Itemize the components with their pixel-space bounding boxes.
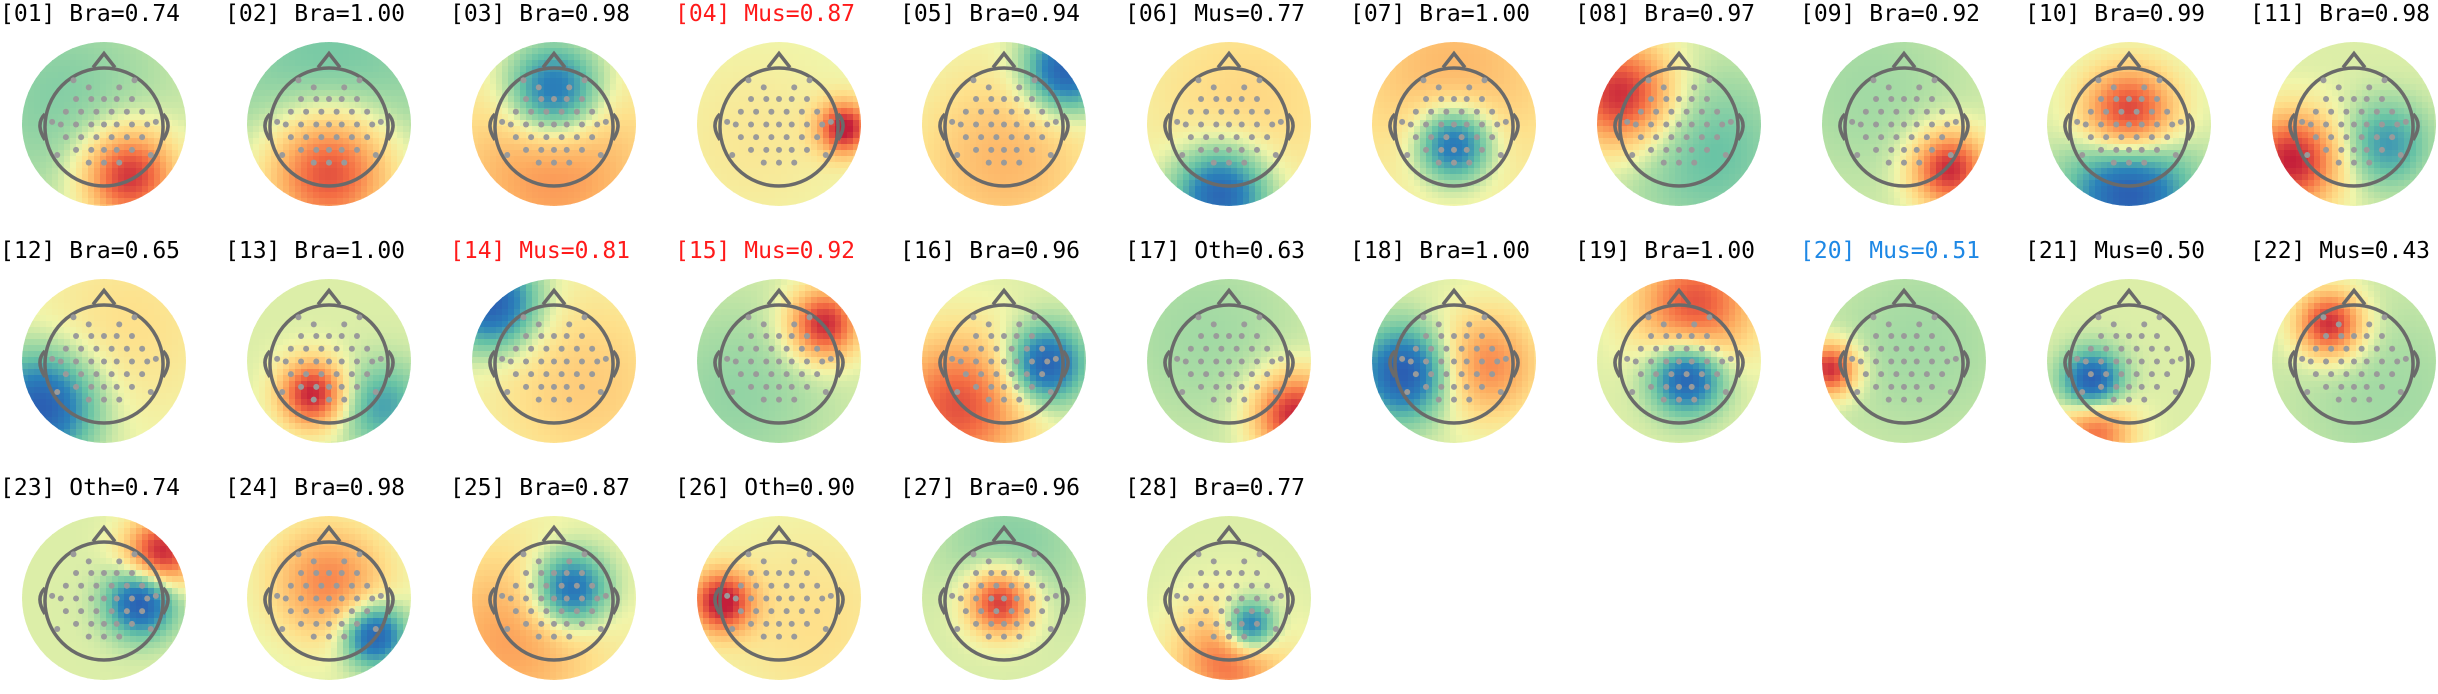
scalp-topomap (687, 506, 871, 690)
component-cell: [09] Bra=0.92 (1800, 0, 2024, 220)
scalp-topomap (2262, 269, 2438, 453)
scalp-topomap (462, 506, 646, 690)
component-label: [21] Mus=0.50 (2025, 237, 2205, 265)
component-label: [20] Mus=0.51 (1800, 237, 1980, 265)
component-cell: [06] Mus=0.77 (1125, 0, 1349, 220)
component-cell: [19] Bra=1.00 (1575, 237, 1799, 457)
component-cell: [02] Bra=1.00 (225, 0, 449, 220)
scalp-topomap (1587, 32, 1771, 216)
component-label: [18] Bra=1.00 (1350, 237, 1530, 265)
component-cell: [04] Mus=0.87 (675, 0, 899, 220)
scalp-topomap (462, 32, 646, 216)
component-cell: [14] Mus=0.81 (450, 237, 674, 457)
component-cell: [08] Bra=0.97 (1575, 0, 1799, 220)
component-label: [11] Bra=0.98 (2250, 0, 2430, 28)
component-cell: [23] Oth=0.74 (0, 474, 224, 694)
component-cell: [03] Bra=0.98 (450, 0, 674, 220)
scalp-topomap (237, 32, 421, 216)
scalp-topomap (12, 32, 196, 216)
scalp-topomap (2037, 32, 2221, 216)
component-label: [16] Bra=0.96 (900, 237, 1080, 265)
scalp-topomap (237, 506, 421, 690)
ica-component-grid: [01] Bra=0.74 [02] Bra=1.00 [03] Bra=0.98 [… (0, 0, 2438, 667)
component-label: [25] Bra=0.87 (450, 474, 630, 502)
component-cell: [28] Bra=0.77 (1125, 474, 1349, 694)
component-cell: [21] Mus=0.50 (2025, 237, 2249, 457)
component-cell: [10] Bra=0.99 (2025, 0, 2249, 220)
scalp-topomap (912, 506, 1096, 690)
component-label: [08] Bra=0.97 (1575, 0, 1755, 28)
scalp-topomap (2037, 269, 2221, 453)
scalp-topomap (1137, 506, 1321, 690)
component-label: [12] Bra=0.65 (0, 237, 180, 265)
component-label: [15] Mus=0.92 (675, 237, 855, 265)
component-label: [09] Bra=0.92 (1800, 0, 1980, 28)
component-label: [24] Bra=0.98 (225, 474, 405, 502)
component-cell: [16] Bra=0.96 (900, 237, 1124, 457)
component-cell: [26] Oth=0.90 (675, 474, 899, 694)
component-cell: [24] Bra=0.98 (225, 474, 449, 694)
component-label: [05] Bra=0.94 (900, 0, 1080, 28)
scalp-topomap (462, 269, 646, 453)
component-label: [17] Oth=0.63 (1125, 237, 1305, 265)
scalp-topomap (237, 269, 421, 453)
component-label: [23] Oth=0.74 (0, 474, 180, 502)
component-label: [07] Bra=1.00 (1350, 0, 1530, 28)
component-cell: [01] Bra=0.74 (0, 0, 224, 220)
scalp-topomap (1362, 269, 1546, 453)
scalp-topomap (2262, 32, 2438, 216)
component-label: [26] Oth=0.90 (675, 474, 855, 502)
component-cell: [07] Bra=1.00 (1350, 0, 1574, 220)
component-cell: [18] Bra=1.00 (1350, 237, 1574, 457)
component-cell: [12] Bra=0.65 (0, 237, 224, 457)
component-label: [13] Bra=1.00 (225, 237, 405, 265)
component-label: [19] Bra=1.00 (1575, 237, 1755, 265)
component-cell: [11] Bra=0.98 (2250, 0, 2438, 220)
scalp-topomap (1587, 269, 1771, 453)
component-cell: [25] Bra=0.87 (450, 474, 674, 694)
component-cell: [05] Bra=0.94 (900, 0, 1124, 220)
component-cell: [15] Mus=0.92 (675, 237, 899, 457)
scalp-topomap (1362, 32, 1546, 216)
scalp-topomap (1137, 32, 1321, 216)
scalp-topomap (12, 269, 196, 453)
scalp-topomap (687, 32, 871, 216)
component-cell: [22] Mus=0.43 (2250, 237, 2438, 457)
component-label: [22] Mus=0.43 (2250, 237, 2430, 265)
scalp-topomap (912, 269, 1096, 453)
component-cell: [17] Oth=0.63 (1125, 237, 1349, 457)
component-label: [14] Mus=0.81 (450, 237, 630, 265)
component-cell: [20] Mus=0.51 (1800, 237, 2024, 457)
scalp-topomap (12, 506, 196, 690)
component-label: [27] Bra=0.96 (900, 474, 1080, 502)
component-cell: [13] Bra=1.00 (225, 237, 449, 457)
scalp-topomap (1812, 269, 1996, 453)
scalp-topomap (1137, 269, 1321, 453)
component-label: [04] Mus=0.87 (675, 0, 855, 28)
component-label: [28] Bra=0.77 (1125, 474, 1305, 502)
component-label: [10] Bra=0.99 (2025, 0, 2205, 28)
scalp-topomap (912, 32, 1096, 216)
component-label: [02] Bra=1.00 (225, 0, 405, 28)
scalp-topomap (687, 269, 871, 453)
component-label: [01] Bra=0.74 (0, 0, 180, 28)
component-label: [06] Mus=0.77 (1125, 0, 1305, 28)
component-label: [03] Bra=0.98 (450, 0, 630, 28)
scalp-topomap (1812, 32, 1996, 216)
component-cell: [27] Bra=0.96 (900, 474, 1124, 694)
